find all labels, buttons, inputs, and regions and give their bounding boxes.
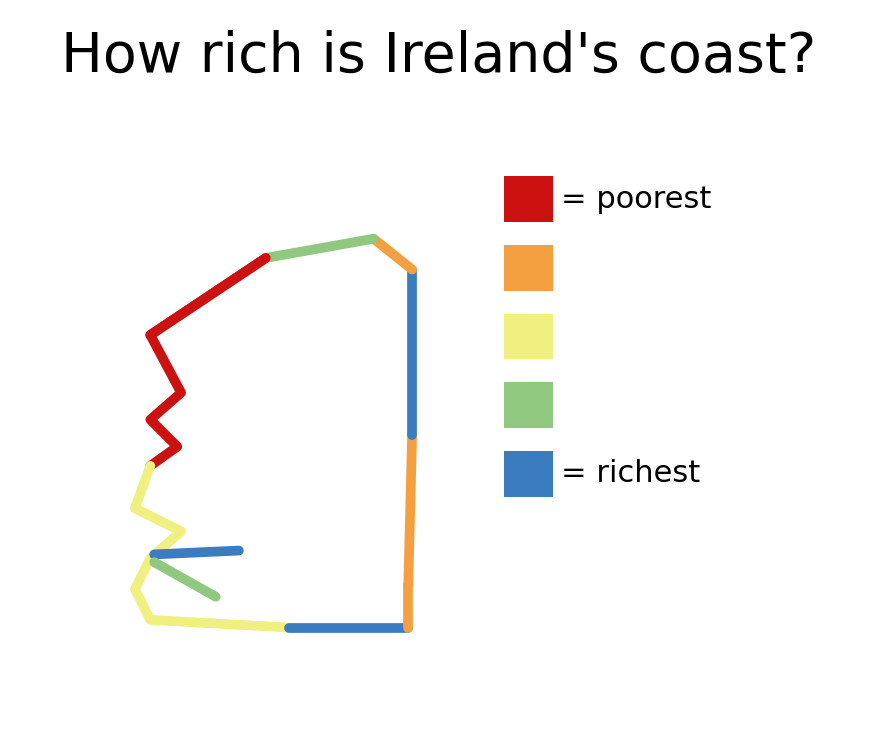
- Text: = richest: = richest: [561, 459, 701, 489]
- Text: How rich is Ireland's coast?: How rich is Ireland's coast?: [61, 30, 816, 83]
- Text: = poorest: = poorest: [561, 184, 711, 214]
